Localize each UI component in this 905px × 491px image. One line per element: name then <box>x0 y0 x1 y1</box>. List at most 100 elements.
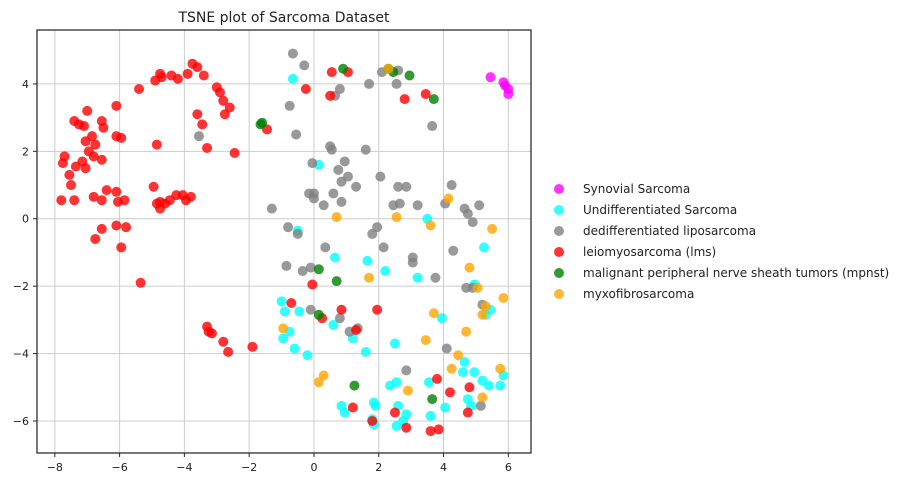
scatter-point <box>88 151 99 162</box>
scatter-point <box>448 245 459 256</box>
scatter-point <box>336 304 347 315</box>
scatter-point <box>278 333 289 344</box>
scatter-point <box>336 176 347 187</box>
scatter-point <box>80 163 91 174</box>
legend-label: Synovial Sarcoma <box>583 182 690 196</box>
scatter-point <box>375 171 386 182</box>
scatter-point <box>498 292 509 303</box>
x-tick-label: −6 <box>111 461 127 474</box>
chart-title: TSNE plot of Sarcoma Dataset <box>177 10 390 26</box>
x-tick-label: 2 <box>375 461 382 474</box>
scatter-point <box>111 220 122 231</box>
scatter-point <box>299 60 310 71</box>
scatter-point <box>425 410 436 421</box>
scatter-point <box>279 306 290 317</box>
scatter-point <box>367 415 378 426</box>
legend-marker <box>554 205 564 215</box>
legend-label: myxofibrosarcoma <box>583 287 694 301</box>
scatter-point <box>297 265 308 276</box>
scatter-point <box>276 296 287 307</box>
scatter-point <box>362 255 373 266</box>
scatter-point <box>441 343 452 354</box>
scatter-point <box>119 195 130 206</box>
scatter-point <box>380 265 391 276</box>
legend-marker <box>554 226 564 236</box>
scatter-point <box>90 139 101 150</box>
scatter-point <box>427 121 438 132</box>
y-tick-label: 2 <box>22 145 29 158</box>
scatter-point <box>286 298 297 309</box>
scatter-point <box>485 72 496 83</box>
scatter-point <box>464 262 475 273</box>
scatter-point <box>148 181 159 192</box>
plot-frame <box>36 29 532 454</box>
scatter-point <box>475 400 486 411</box>
scatter-point <box>389 338 400 349</box>
scatter-point <box>487 223 498 234</box>
scatter-point <box>391 377 402 388</box>
scatter-point <box>399 94 410 105</box>
scatter-point <box>459 356 470 367</box>
scatter-point <box>96 154 107 165</box>
scatter-point <box>69 195 80 206</box>
scatter-point <box>308 193 319 204</box>
scatter-point <box>121 222 132 233</box>
scatter-point <box>423 377 434 388</box>
scatter-point <box>404 70 415 81</box>
scatter-point <box>66 180 77 191</box>
legend-marker <box>554 268 564 278</box>
scatter-point <box>428 94 439 105</box>
scatter-point <box>330 252 341 263</box>
scatter-point <box>172 73 183 84</box>
scatter-point <box>420 335 431 346</box>
scatter-point <box>433 424 444 435</box>
scatter-point <box>464 382 475 393</box>
scatter-point <box>351 324 362 335</box>
scatter-point <box>401 181 412 192</box>
scatter-point <box>334 83 345 94</box>
scatter-point <box>284 100 295 111</box>
scatter-point <box>467 217 478 228</box>
legend-label: malignant peripheral nerve sheath tumors… <box>583 266 889 280</box>
scatter-point <box>453 350 464 361</box>
scatter-point <box>331 212 342 223</box>
scatter-point <box>446 180 457 191</box>
scatter-point <box>389 407 400 418</box>
scatter-point <box>193 131 204 142</box>
scatter-point <box>111 186 122 197</box>
scatter-point <box>326 67 337 78</box>
scatter-point <box>289 343 300 354</box>
scatter-point <box>116 242 127 253</box>
scatter-point <box>479 242 490 253</box>
scatter-point <box>394 198 405 209</box>
scatter-point <box>197 119 208 130</box>
scatter-point <box>80 136 91 147</box>
scatter-point <box>477 392 488 403</box>
scatter-point <box>305 304 316 315</box>
scatter-point <box>349 380 360 391</box>
scatter-point <box>420 89 431 100</box>
scatter-point <box>339 407 350 418</box>
scatter-point <box>391 78 402 89</box>
scatter-point <box>281 260 292 271</box>
scatter-point <box>333 164 344 175</box>
y-tick-label: −4 <box>13 348 29 361</box>
x-tick-label: −8 <box>47 461 63 474</box>
scatter-point <box>247 341 258 352</box>
y-tick-label: −6 <box>13 415 29 428</box>
scatter-point <box>483 380 494 391</box>
scatter-point <box>307 279 318 290</box>
scatter-point <box>401 422 412 433</box>
scatter-point <box>223 346 234 357</box>
scatter-point <box>218 336 229 347</box>
scatter-point <box>432 373 443 384</box>
scatter-point <box>457 367 468 378</box>
scatter-point <box>134 83 145 94</box>
scatter-point <box>59 151 70 162</box>
scatter-point <box>430 272 441 283</box>
scatter-point <box>477 309 488 320</box>
scatter-point <box>300 83 311 94</box>
